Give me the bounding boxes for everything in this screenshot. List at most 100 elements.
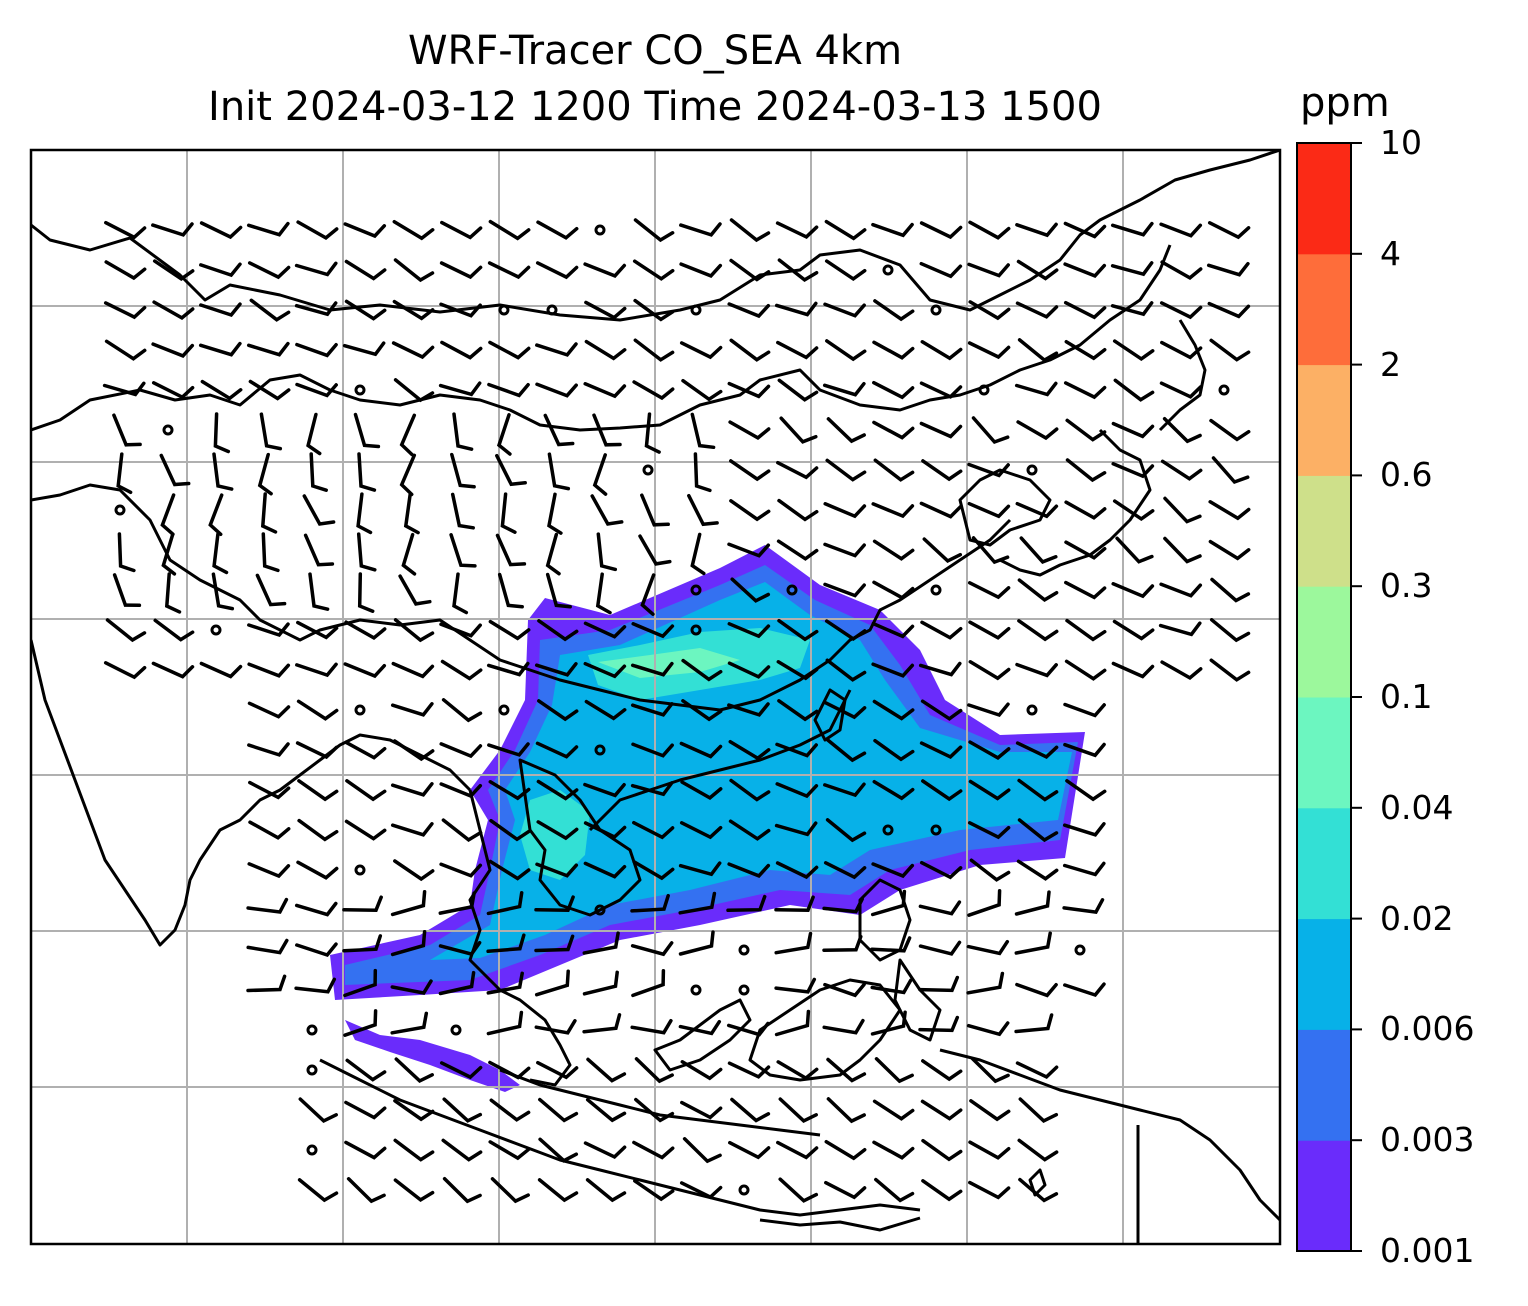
wind-barb	[391, 661, 435, 679]
wind-barb	[1160, 660, 1203, 681]
wind-barb	[592, 413, 622, 447]
wind-barb	[871, 222, 914, 238]
wind-barb	[1064, 500, 1107, 520]
wind-barb	[159, 453, 191, 487]
wind-barb	[822, 934, 863, 952]
wind-barb	[967, 702, 1010, 718]
wind-barb	[1015, 501, 1059, 519]
wind-barb	[1063, 381, 1107, 400]
wind-barb	[450, 452, 476, 489]
wind-barb	[640, 493, 670, 527]
wind-barb	[693, 452, 712, 493]
wind-barb	[439, 261, 483, 280]
wind-barb	[486, 933, 526, 954]
calm-wind-marker	[690, 984, 702, 996]
wind-barb	[872, 420, 915, 440]
wind-barb	[295, 382, 338, 398]
wind-barb	[968, 300, 1011, 321]
wind-barb	[442, 1176, 482, 1204]
wind-barb	[1015, 662, 1058, 678]
wind-barb	[393, 618, 435, 643]
wind-barb	[777, 258, 819, 283]
wind-barb	[486, 1010, 524, 1036]
wind-barb	[590, 494, 624, 526]
wind-barb	[679, 341, 723, 360]
wind-barb	[583, 262, 627, 278]
wind-barb	[1065, 418, 1107, 442]
calm-wind-marker	[354, 384, 366, 396]
wind-barb	[1159, 222, 1203, 238]
wind-barb	[1110, 301, 1154, 317]
wind-barb	[679, 262, 723, 278]
wind-barb	[583, 382, 627, 399]
wind-barb	[678, 930, 715, 956]
wind-barb	[344, 259, 387, 281]
wind-barb	[1063, 702, 1106, 718]
wind-barb	[346, 1177, 386, 1204]
wind-barb	[777, 498, 819, 522]
wind-barb	[823, 542, 866, 558]
wind-barb	[825, 339, 867, 362]
wind-barb	[726, 1021, 770, 1037]
wind-barb	[489, 1098, 531, 1122]
wind-barb	[690, 532, 706, 576]
wind-barb	[1159, 582, 1203, 598]
wind-barb	[1112, 339, 1155, 362]
wind-barb	[295, 662, 338, 678]
wind-barb	[1064, 540, 1107, 560]
wind-barb	[919, 381, 963, 399]
wind-barb	[151, 342, 195, 358]
wind-barb	[296, 699, 339, 721]
wind-barb	[679, 1181, 723, 1200]
wind-barb	[1209, 418, 1251, 442]
wind-barb	[968, 1140, 1011, 1160]
wind-barb	[534, 662, 578, 677]
wind-barb	[583, 861, 627, 879]
wind-barb	[967, 262, 1010, 278]
wind-barb	[729, 218, 771, 243]
wind-barb	[538, 1137, 579, 1163]
wind-barb	[775, 861, 819, 880]
wind-barb	[1111, 661, 1155, 679]
wind-barb	[112, 413, 142, 447]
wind-barb	[545, 532, 561, 576]
wind-barb	[874, 1057, 914, 1084]
wind-barb	[246, 974, 287, 993]
wind-barb	[967, 821, 1011, 840]
colorbar-frame	[1296, 142, 1352, 1252]
wind-barb	[1063, 262, 1107, 278]
wind-barb	[151, 222, 194, 237]
wind-barb	[439, 302, 482, 318]
wind-barb	[1016, 259, 1059, 281]
wind-barb	[777, 618, 819, 642]
wind-barb	[438, 381, 482, 397]
wind-barb	[1015, 222, 1058, 238]
calm-wind-marker	[498, 304, 510, 316]
wind-barb	[777, 699, 819, 722]
wind-barb	[872, 380, 915, 400]
wind-barb	[630, 661, 674, 677]
calm-wind-marker	[1026, 704, 1038, 716]
colorbar-tick-label: 2	[1380, 344, 1401, 384]
wind-barb	[103, 301, 147, 320]
wind-barb	[160, 493, 176, 536]
wind-barb	[1018, 1097, 1059, 1124]
wind-barb	[103, 661, 147, 680]
wind-barb	[871, 862, 915, 879]
wind-barb	[971, 536, 1010, 565]
wind-barb	[825, 458, 867, 482]
wind-barb	[487, 382, 530, 398]
calm-wind-marker	[930, 304, 942, 316]
coastlines	[31, 150, 1280, 1244]
wind-barb	[592, 453, 608, 496]
wind-barb	[918, 1015, 960, 1033]
wind-barb	[870, 1010, 907, 1036]
wind-barb	[1062, 822, 1106, 837]
wind-barb	[247, 742, 290, 757]
colorbar-segment	[1297, 807, 1351, 920]
wind-barb	[401, 532, 417, 576]
wind-barb	[198, 341, 242, 357]
wind-barb	[394, 1057, 434, 1084]
wind-barb	[390, 822, 434, 837]
wind-barbs	[102, 218, 1251, 1204]
